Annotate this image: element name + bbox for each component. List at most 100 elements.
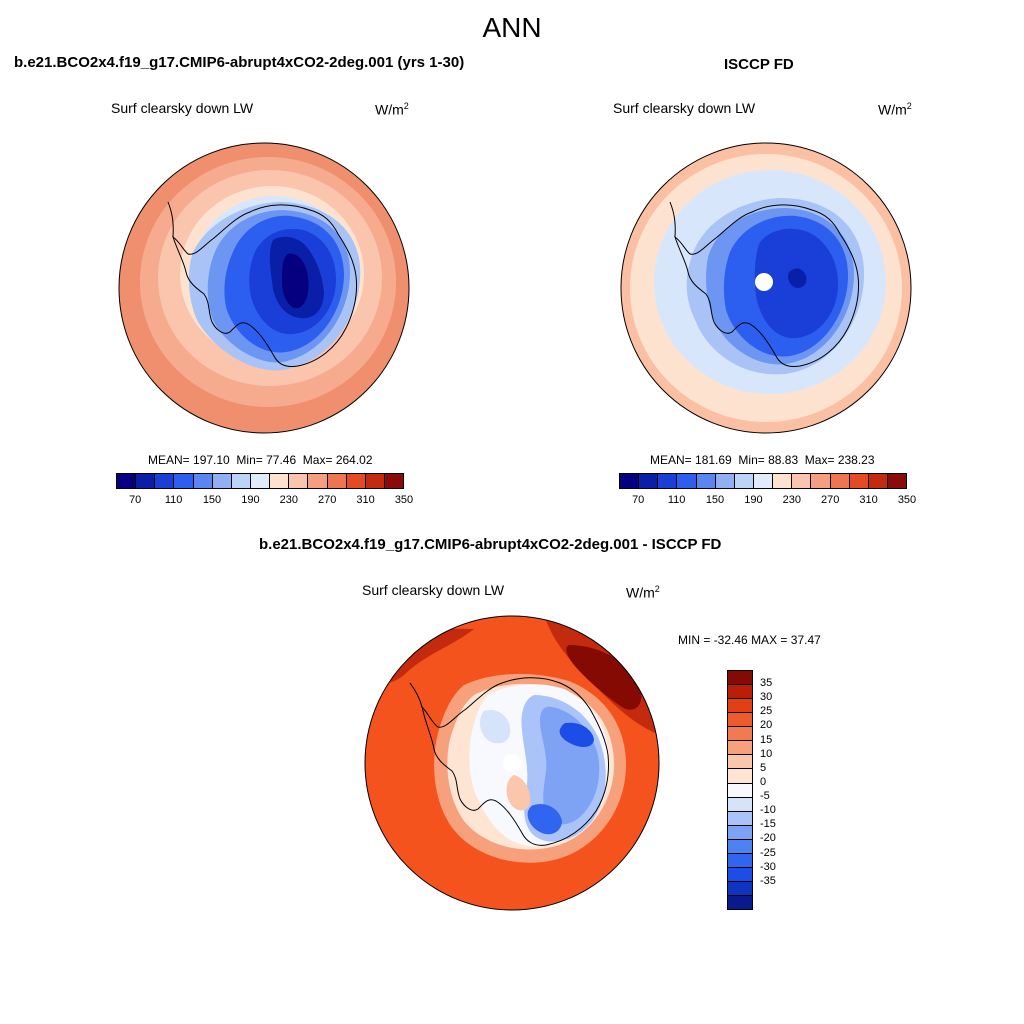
model-colorbar-swatch <box>212 474 232 488</box>
diff-polar-map <box>364 615 660 911</box>
obs-max-label: Max= <box>804 453 835 467</box>
model-colorbar-swatch <box>136 474 156 488</box>
model-colorbar-tick-label: 270 <box>318 494 337 506</box>
model-colorbar-swatch <box>250 474 271 488</box>
diff-max-label: MAX = <box>751 633 788 647</box>
diff-panel-title: b.e21.BCO2x4.f19_g17.CMIP6-abrupt4xCO2-2… <box>259 536 722 553</box>
diff-colorbar <box>727 670 753 910</box>
obs-panel-title: ISCCP FD <box>724 56 794 73</box>
model-variable-label: Surf clearsky down LW <box>111 100 254 116</box>
obs-colorbar-swatch <box>734 474 754 488</box>
obs-colorbar-tick-label: 190 <box>744 494 763 506</box>
diff-units-base: W/m <box>626 584 655 601</box>
diff-colorbar-tick-label: -10 <box>760 804 776 817</box>
diff-peninsula-coast <box>409 682 423 708</box>
obs-units: W/m2 <box>878 101 912 118</box>
model-colorbar-swatch <box>346 474 366 488</box>
obs-map-border <box>620 142 912 434</box>
model-colorbar-tick-label: 150 <box>202 494 222 506</box>
model-colorbar-swatch <box>193 474 213 488</box>
model-min-value: 77.46 <box>266 453 297 467</box>
obs-colorbar-swatch <box>639 474 659 488</box>
diff-colorbar-swatch <box>728 769 752 784</box>
diff-colorbar-swatch <box>728 783 752 798</box>
diff-units: W/m2 <box>626 584 660 601</box>
diff-min-value: -32.46 <box>713 633 748 647</box>
model-colorbar-tick-label: 190 <box>241 494 260 506</box>
diff-pole-hole <box>503 754 521 772</box>
obs-colorbar-swatch <box>849 474 869 488</box>
model-map-border <box>118 142 410 434</box>
obs-zone-7 <box>788 268 807 288</box>
diff-colorbar-swatch <box>728 811 752 826</box>
diff-colorbar-ticks: 35 30 25 20 15 10 5 0 -5 -10 -15 -20 -25 -30 -35 <box>760 670 800 910</box>
diff-colorbar-tick-label: 10 <box>760 747 773 760</box>
diff-colorbar-swatch <box>728 825 752 840</box>
model-units-exp: 2 <box>403 101 409 111</box>
model-colorbar-swatch <box>308 474 328 488</box>
model-coastline <box>172 204 357 367</box>
obs-colorbar-tick-label: 110 <box>667 494 686 506</box>
model-peninsula-coast <box>167 201 174 238</box>
model-colorbar-swatch <box>327 474 347 488</box>
diff-colorbar-swatch <box>728 896 752 910</box>
obs-min-value: 88.83 <box>768 453 799 467</box>
model-colorbar-ticks: 70 110 150 190 230 270 310 350 <box>116 494 413 508</box>
obs-colorbar-swatch <box>677 474 697 488</box>
obs-pole-hole <box>755 273 773 291</box>
diff-colorbar-tick-label: -15 <box>760 818 776 831</box>
model-colorbar-swatch <box>174 474 194 488</box>
model-min-label: Min= <box>236 453 263 467</box>
obs-min-label: Min= <box>738 453 765 467</box>
model-colorbar-swatch <box>289 474 309 488</box>
obs-colorbar-swatch <box>715 474 735 488</box>
diff-colorbar-swatch <box>728 671 752 686</box>
obs-variable-label: Surf clearsky down LW <box>613 100 756 116</box>
obs-colorbar-tick-label: 150 <box>705 494 725 506</box>
model-stats: MEAN= 197.10 Min= 77.46 Max= 264.02 <box>148 453 373 467</box>
figure-title: ANN <box>482 12 542 43</box>
model-mean-label: MEAN= <box>148 453 190 467</box>
diff-min-label: MIN = <box>678 633 711 647</box>
obs-colorbar-tick-label: 230 <box>782 494 801 506</box>
diff-coastline <box>421 677 609 846</box>
obs-coastline <box>674 204 859 367</box>
obs-colorbar-swatch <box>811 474 831 488</box>
model-colorbar-swatch <box>384 474 404 488</box>
model-colorbar-swatch <box>231 474 251 488</box>
obs-peninsula-coast <box>669 201 676 238</box>
diff-colorbar-tick-label: -25 <box>760 846 776 859</box>
diff-colorbar-tick-label: -5 <box>760 790 770 803</box>
model-units: W/m2 <box>375 101 409 118</box>
model-units-base: W/m <box>375 101 404 118</box>
diff-colorbar-swatch <box>728 727 752 742</box>
obs-colorbar-swatch <box>696 474 716 488</box>
obs-units-base: W/m <box>878 101 907 118</box>
model-colorbar-swatch <box>365 474 385 488</box>
diff-colorbar-swatch <box>728 881 752 896</box>
obs-mean-label: MEAN= <box>650 453 692 467</box>
diff-colorbar-tick-label: 35 <box>760 677 773 690</box>
diff-colorbar-swatch <box>728 853 752 868</box>
model-panel-title: b.e21.BCO2x4.f19_g17.CMIP6-abrupt4xCO2-2… <box>14 54 465 71</box>
diff-colorbar-tick-label: 5 <box>760 761 767 774</box>
obs-colorbar-swatch <box>620 474 640 488</box>
diff-cold-patch-1 <box>559 722 594 747</box>
obs-colorbar-ticks: 70 110 150 190 230 270 310 350 <box>619 494 916 508</box>
obs-max-value: 238.23 <box>837 453 875 467</box>
obs-colorbar-tick-label: 310 <box>859 494 878 506</box>
model-zone-10 <box>282 253 309 309</box>
diff-colorbar-swatch <box>728 685 752 700</box>
obs-colorbar-tick-label: 70 <box>632 494 645 506</box>
model-colorbar-tick-label: 350 <box>394 494 414 506</box>
model-colorbar-tick-label: 70 <box>129 494 142 506</box>
model-colorbar-swatch <box>270 474 290 488</box>
diff-colorbar-tick-label: -30 <box>760 860 776 873</box>
diff-cool-west <box>480 709 511 744</box>
diff-colorbar-swatch <box>728 755 752 770</box>
model-colorbar <box>116 473 404 489</box>
diff-colorbar-tick-label: 30 <box>760 691 773 704</box>
model-colorbar-swatch <box>117 474 137 488</box>
diff-colorbar-swatch <box>728 741 752 756</box>
obs-colorbar-swatch <box>753 474 774 488</box>
